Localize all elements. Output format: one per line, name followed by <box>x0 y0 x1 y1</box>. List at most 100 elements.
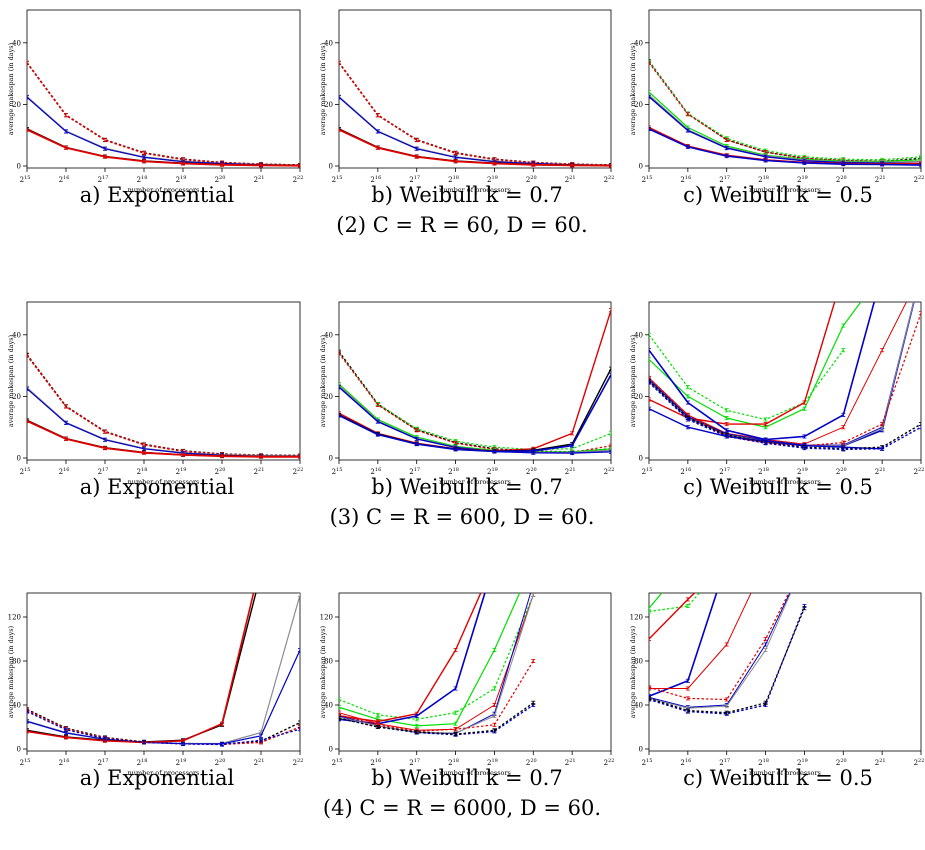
x-tick-label: 215 <box>20 758 31 767</box>
plot-frame <box>648 592 922 752</box>
y-tick-label: 0 <box>329 163 333 171</box>
x-axis-label: number of processors <box>749 186 821 194</box>
x-tick-label: 222 <box>914 467 925 476</box>
y-axis-label: average makespan (in days) <box>629 334 637 427</box>
chart-r1c: 0 20 40 215 216 217 218 219 220 221 222 number of p… <box>629 9 925 194</box>
series-line-black <box>27 593 257 743</box>
y-tick-label: 0 <box>639 746 643 754</box>
x-axis-label: number of processors <box>128 769 200 777</box>
series-line-blue <box>339 593 532 735</box>
y-axis-label: average makespan (in days) <box>7 42 15 135</box>
x-tick-label: 218 <box>448 175 459 184</box>
x-tick-label: 216 <box>680 175 691 184</box>
x-tick-label: 218 <box>137 467 148 476</box>
y-tick-label: 20 <box>324 393 333 401</box>
chart-r2b: 0 20 40 215 216 217 218 219 220 221 222 number of p… <box>319 301 615 486</box>
x-tick-label: 217 <box>98 758 109 767</box>
series-line-black <box>339 351 611 453</box>
y-tick-label: 0 <box>17 455 21 463</box>
series-line-green <box>339 594 534 720</box>
y-tick-label: 0 <box>639 455 643 463</box>
x-tick-label: 221 <box>565 175 576 184</box>
plot-area <box>339 593 536 737</box>
x-tick-label: 221 <box>254 758 265 767</box>
x-tick-label: 221 <box>254 175 265 184</box>
series-line-green <box>339 593 521 727</box>
x-tick-label: 218 <box>758 758 769 767</box>
series-line-green <box>339 352 611 450</box>
chart-r3a: 0 40 80 120 215 216 217 218 219 220 221 222 number o… <box>7 592 304 777</box>
x-tick-label: 222 <box>914 175 925 184</box>
x-tick-label: 220 <box>215 175 226 184</box>
x-tick-label: 220 <box>215 758 226 767</box>
x-tick-label: 218 <box>448 467 459 476</box>
plot-frame <box>26 9 301 169</box>
x-tick-label: 218 <box>137 758 148 767</box>
x-axis-label: number of processors <box>128 186 200 194</box>
plot-area <box>649 59 921 168</box>
y-tick-label: 40 <box>324 39 333 47</box>
series-line-black <box>649 607 805 714</box>
y-tick-label: 40 <box>324 331 333 339</box>
y-axis-label: average makespan (in days) <box>319 42 327 135</box>
x-tick-label: 218 <box>758 467 769 476</box>
x-tick-label: 216 <box>680 467 691 476</box>
y-axis-label: average makespan (in days) <box>319 334 327 427</box>
x-tick-label: 222 <box>293 758 304 767</box>
y-axis-label: average makespan (in days) <box>7 625 15 718</box>
series-line-grey <box>27 594 300 745</box>
row2-caption-group: a) Exponential b) Weibull k = 0.7 c) Wei… <box>80 475 873 529</box>
y-tick-label: 120 <box>320 614 333 622</box>
series-line-green <box>649 91 921 162</box>
y-axis-label: average makespan (in days) <box>629 625 637 718</box>
series-line-red <box>649 593 790 701</box>
x-tick-label: 220 <box>215 467 226 476</box>
y-axis-label: average makespan (in days) <box>7 334 15 427</box>
x-tick-label: 215 <box>642 175 653 184</box>
x-tick-label: 218 <box>448 758 459 767</box>
x-tick-label: 222 <box>604 467 615 476</box>
series-line-grey <box>27 96 300 167</box>
series-line-red <box>27 593 255 744</box>
series-line-blue <box>649 593 791 708</box>
plot-area <box>27 593 300 747</box>
y-tick-label: 80 <box>324 658 333 666</box>
row2-caption: (3) C = R = 600, D = 60. <box>330 505 595 529</box>
row1-caption: (2) C = R = 60, D = 60. <box>336 213 587 237</box>
x-tick-label: 222 <box>914 758 925 767</box>
series-line-red <box>27 62 300 166</box>
series-line-red <box>649 593 752 689</box>
chart-r1a: 0 20 40 215 216 217 218 219 220 221 222 number of p… <box>7 9 303 194</box>
x-tick-label: 216 <box>370 758 381 767</box>
panel-title-r2a: a) Exponential <box>80 475 235 499</box>
x-tick-label: 216 <box>59 175 70 184</box>
y-tick-label: 80 <box>634 658 643 666</box>
x-axis-label: number of processors <box>439 769 511 777</box>
series-line-green <box>649 593 663 609</box>
chart-r3c: 0 40 80 120 215 216 217 218 219 220 221 222 number o… <box>629 592 925 777</box>
y-tick-label: 20 <box>12 393 21 401</box>
series-line-green <box>649 61 921 161</box>
panel-title-r3c: c) Weibull k = 0.5 <box>683 766 873 790</box>
series-line-grey <box>27 387 300 457</box>
x-tick-label: 217 <box>409 175 420 184</box>
plot-area <box>339 308 611 456</box>
panel-title-r3a: a) Exponential <box>80 766 235 790</box>
chart-r3b: 0 40 80 120 215 216 217 218 219 220 221 222 number o… <box>319 592 614 777</box>
series-line-blue <box>649 128 921 166</box>
series-line-black <box>339 368 611 452</box>
x-tick-label: 221 <box>254 467 265 476</box>
x-tick-label: 215 <box>20 175 31 184</box>
series-line-red <box>649 302 836 425</box>
y-axis-label: average makespan (in days) <box>629 42 637 135</box>
y-tick-label: 0 <box>639 163 643 171</box>
y-tick-label: 80 <box>12 658 21 666</box>
x-tick-label: 221 <box>875 758 886 767</box>
plot-frame <box>26 592 301 752</box>
plot-frame <box>338 9 612 169</box>
plot-frame <box>338 301 612 461</box>
row3-caption-group: a) Exponential b) Weibull k = 0.7 c) Wei… <box>80 766 873 820</box>
series-line-grey <box>339 96 611 167</box>
chart-r2c: 0 20 40 215 216 217 218 219 220 221 222 number of p… <box>629 301 925 486</box>
